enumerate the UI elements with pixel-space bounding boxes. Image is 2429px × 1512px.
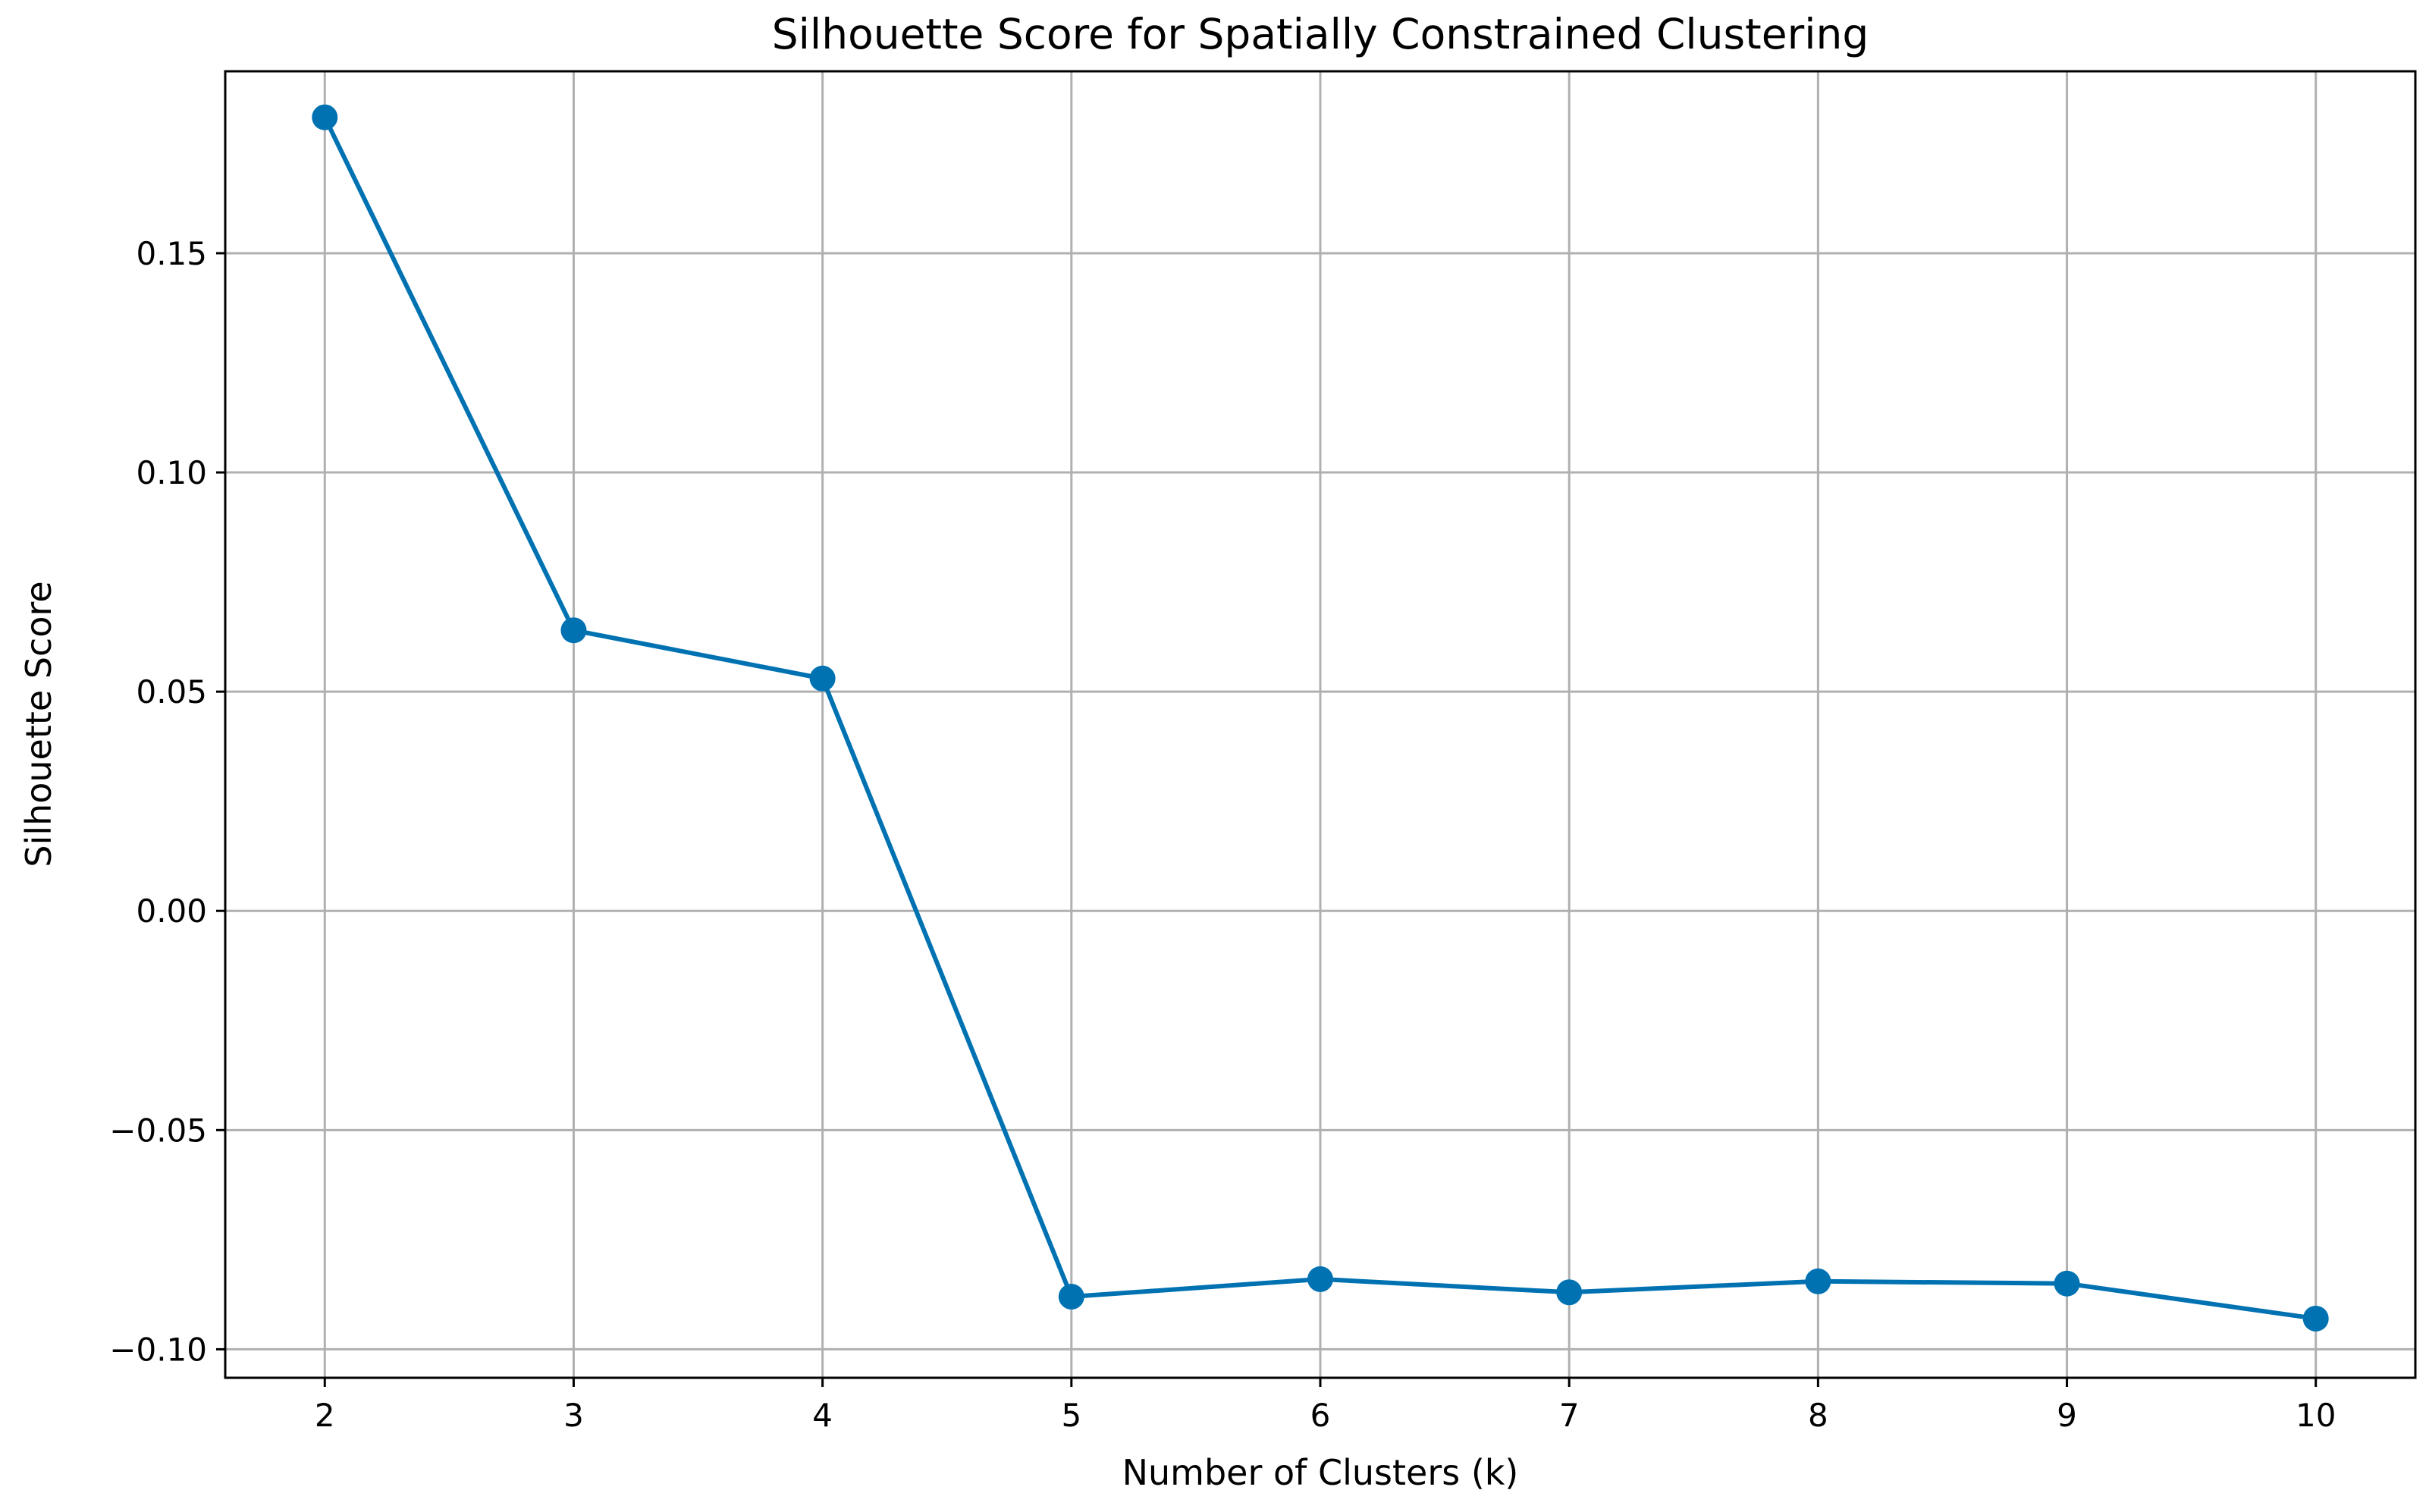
y-tick-label: −0.10 [109, 1331, 207, 1368]
y-axis-label: Silhouette Score [18, 581, 59, 867]
x-tick-label: 8 [1808, 1397, 1828, 1434]
x-tick-label: 3 [563, 1397, 584, 1434]
x-axis-label: Number of Clusters (k) [1122, 1452, 1519, 1493]
x-tick-label: 5 [1061, 1397, 1081, 1434]
y-tick-label: 0.15 [136, 235, 207, 272]
y-tick-label: 0.05 [136, 673, 207, 711]
plot-frame [224, 70, 2417, 1379]
data-point [2302, 1305, 2329, 1332]
data-point [312, 104, 338, 130]
x-tick-label: 7 [1559, 1397, 1580, 1434]
x-tick-label: 2 [315, 1397, 335, 1434]
x-tick-label: 4 [812, 1397, 833, 1434]
y-tick-label: 0.00 [136, 892, 207, 930]
data-point [1805, 1268, 1831, 1294]
x-tick-label: 6 [1310, 1397, 1331, 1434]
data-point [1058, 1284, 1084, 1310]
data-series [312, 104, 2329, 1332]
grid-lines [225, 71, 2415, 1378]
data-point [1307, 1266, 1333, 1292]
chart-title: Silhouette Score for Spatially Constrain… [772, 10, 1869, 58]
y-tick-label: 0.10 [136, 454, 207, 491]
x-tick-label: 10 [2296, 1397, 2336, 1434]
y-tick-label: −0.05 [109, 1112, 207, 1149]
data-point [560, 617, 587, 644]
y-axis-ticks: 0.15 0.10 0.05 0.00 −0.05 −0.10 [109, 235, 225, 1368]
data-point [2054, 1270, 2080, 1297]
data-point [1556, 1279, 1583, 1306]
x-tick-label: 9 [2057, 1397, 2077, 1434]
x-axis-ticks: 2 3 4 5 6 7 8 9 10 [315, 1378, 2336, 1434]
data-point [809, 665, 836, 692]
